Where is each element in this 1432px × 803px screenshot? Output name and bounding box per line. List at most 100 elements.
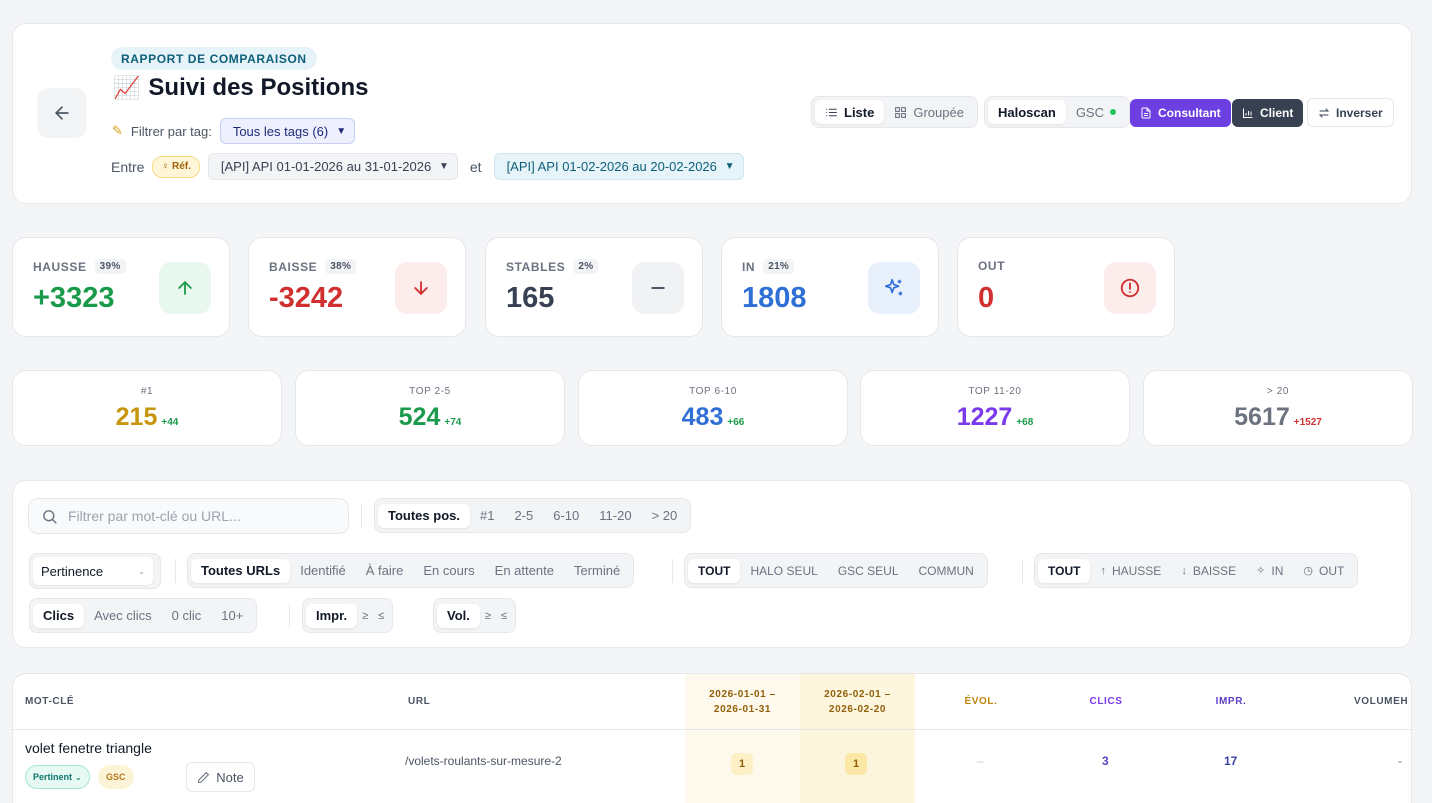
rank-card[interactable]: TOP 6-10 483 +66 (578, 370, 848, 446)
position-filter-option[interactable]: 11-20 (589, 504, 641, 528)
movement-filter-option[interactable]: TOUT (1038, 558, 1091, 583)
position-b-badge: 1 (845, 753, 867, 775)
period-b-value: [API] API 01-02-2026 au 20-02-2026 (506, 159, 717, 174)
chart-emoji-icon: 📈 (113, 75, 141, 100)
movement-filter-option[interactable]: ↑ HAUSSE (1090, 559, 1171, 583)
tag-icon: ✎ (112, 123, 123, 138)
source-filter-label: HALO SEUL (750, 563, 818, 578)
note-button[interactable]: Note (186, 762, 255, 792)
position-filter-label: 11-20 (599, 508, 632, 523)
swap-icon (1318, 108, 1330, 117)
position-filter-option[interactable]: #1 (470, 504, 504, 528)
url-status-option[interactable]: À faire (356, 559, 414, 583)
th-period-b-line2: 2026-02-20 (828, 703, 887, 715)
movement-filter-option[interactable]: ↓ BAISSE (1171, 559, 1246, 583)
th-period-b-line1: 2026-02-01 – (824, 688, 891, 700)
document-icon (1141, 107, 1151, 119)
period-a-select[interactable]: [API] API 01-01-2026 au 31-01-2026 ▼ (207, 153, 458, 180)
source-gsc-option[interactable]: GSC (1066, 100, 1126, 124)
client-button[interactable]: Client (1232, 99, 1304, 127)
stat-card-baisse[interactable]: BAISSE 38% -3242 (248, 237, 466, 337)
period-b-select[interactable]: [API] API 01-02-2026 au 20-02-2026 ▼ (493, 153, 744, 180)
relevance-badge[interactable]: Pertinent ⌄ (25, 765, 90, 789)
clicks-filter-option[interactable]: 0 clic (162, 604, 212, 628)
rank-card[interactable]: TOP 2-5 524 +74 (295, 370, 565, 446)
impressions-cell: 17 (1224, 754, 1238, 768)
report-header: RAPPORT DE COMPARAISON 📈 Suivi des Posit… (12, 23, 1412, 204)
position-filter-option[interactable]: 6-10 (543, 504, 589, 528)
url-status-option[interactable]: En cours (413, 559, 484, 583)
volume-lte-input[interactable]: ≤ (500, 609, 507, 622)
url-cell[interactable]: /volets-roulants-sur-mesure-2 (405, 754, 562, 768)
clicks-filter-option[interactable]: 10+ (211, 604, 253, 628)
rank-card[interactable]: TOP 11-20 1227 +68 (860, 370, 1130, 446)
stat-percentage: 2% (573, 259, 599, 274)
tag-filter-select[interactable]: Tous les tags (6) ▼ (219, 118, 356, 144)
view-grouped-option[interactable]: Groupée (884, 100, 974, 124)
stat-label: STABLES 2% (506, 259, 599, 274)
position-filter-label: 2-5 (514, 508, 534, 523)
rank-label: > 20 (1266, 386, 1290, 397)
url-status-option[interactable]: En attente (485, 559, 564, 583)
stat-card-hausse[interactable]: HAUSSE 39% +3323 (12, 237, 230, 337)
rank-card[interactable]: #1 215 +44 (12, 370, 282, 446)
impressions-lte-input[interactable]: ≤ (378, 609, 385, 622)
position-filter-option[interactable]: Toutes pos. (378, 503, 470, 528)
position-filter-label: Toutes pos. (388, 508, 460, 523)
positions-table: MOT-CLÉ URL 2026-01-01 – 2026-01-31 2026… (12, 673, 1412, 803)
stat-value: +3323 (33, 282, 115, 314)
source-filter-option[interactable]: TOUT (688, 558, 741, 583)
position-filter-option[interactable]: > 20 (642, 504, 688, 528)
rank-label: TOP 2-5 (409, 386, 451, 397)
data-source-toggle: Haloscan GSC (984, 96, 1130, 128)
url-status-option[interactable]: Toutes URLs (191, 558, 291, 583)
th-impressions[interactable]: IMPR. (1215, 696, 1247, 707)
position-filter-label: #1 (479, 508, 495, 523)
back-button[interactable] (37, 88, 87, 138)
rank-card[interactable]: > 20 5617 +1527 (1143, 370, 1413, 446)
rank-value: 483 (681, 403, 724, 431)
source-gsc-label: GSC (1075, 104, 1104, 120)
stat-card-stables[interactable]: STABLES 2% 165 (485, 237, 703, 337)
source-filter-option[interactable]: COMMUN (909, 559, 984, 583)
consultant-button[interactable]: Consultant (1130, 99, 1231, 127)
relevance-select[interactable]: Pertinence ⌄ (29, 553, 161, 589)
search-input[interactable]: Filtrer par mot-clé ou URL... (28, 498, 349, 534)
list-icon (826, 108, 837, 116)
th-keyword[interactable]: MOT-CLÉ (25, 696, 75, 707)
th-period-b[interactable]: 2026-02-01 – 2026-02-20 (800, 674, 915, 729)
clicks-filter-option[interactable]: Avec clics (84, 604, 162, 628)
impressions-gte-input[interactable]: ≥ (362, 609, 369, 622)
th-url[interactable]: URL (408, 696, 431, 707)
clicks-filter-option[interactable]: Clics (33, 603, 85, 628)
stat-card-out[interactable]: OUT 0 (957, 237, 1175, 337)
source-filter-option[interactable]: GSC SEUL (828, 559, 909, 583)
divider (289, 605, 290, 627)
report-type-badge: RAPPORT DE COMPARAISON (111, 47, 317, 70)
movement-filter-option[interactable]: ✧ IN (1246, 559, 1293, 583)
volume-gte-input[interactable]: ≥ (484, 609, 491, 622)
alert-circle-icon (1104, 262, 1156, 314)
divider (672, 559, 673, 583)
url-status-option[interactable]: Identifié (290, 559, 356, 583)
arrow-up-icon (159, 262, 211, 314)
stat-label: IN 21% (742, 259, 795, 274)
chevron-down-icon: ▼ (336, 125, 347, 137)
date-range-row: Entre ♀ Réf. [API] API 01-01-2026 au 31-… (111, 153, 744, 180)
th-clicks[interactable]: CLICS (1089, 696, 1123, 707)
stat-card-in[interactable]: IN 21% 1808 (721, 237, 939, 337)
th-volume[interactable]: VOLUMEH (1354, 696, 1409, 707)
th-evolution[interactable]: ÉVOL. (964, 696, 998, 707)
url-status-option[interactable]: Terminé (564, 559, 630, 583)
invert-button[interactable]: Inverser (1307, 98, 1394, 127)
source-filter-option[interactable]: HALO SEUL (740, 559, 827, 583)
arrow-left-icon (55, 106, 69, 120)
relevance-badge-label: Pertinent (33, 772, 73, 782)
movement-filter-option[interactable]: ◷ OUT (1293, 559, 1354, 583)
view-list-option[interactable]: Liste (815, 100, 885, 124)
position-filter-option[interactable]: 2-5 (504, 504, 543, 528)
source-haloscan-option[interactable]: Haloscan (988, 100, 1066, 124)
stat-label: OUT (978, 259, 1005, 273)
th-period-a[interactable]: 2026-01-01 – 2026-01-31 (685, 674, 800, 729)
client-label: Client (1260, 106, 1294, 120)
